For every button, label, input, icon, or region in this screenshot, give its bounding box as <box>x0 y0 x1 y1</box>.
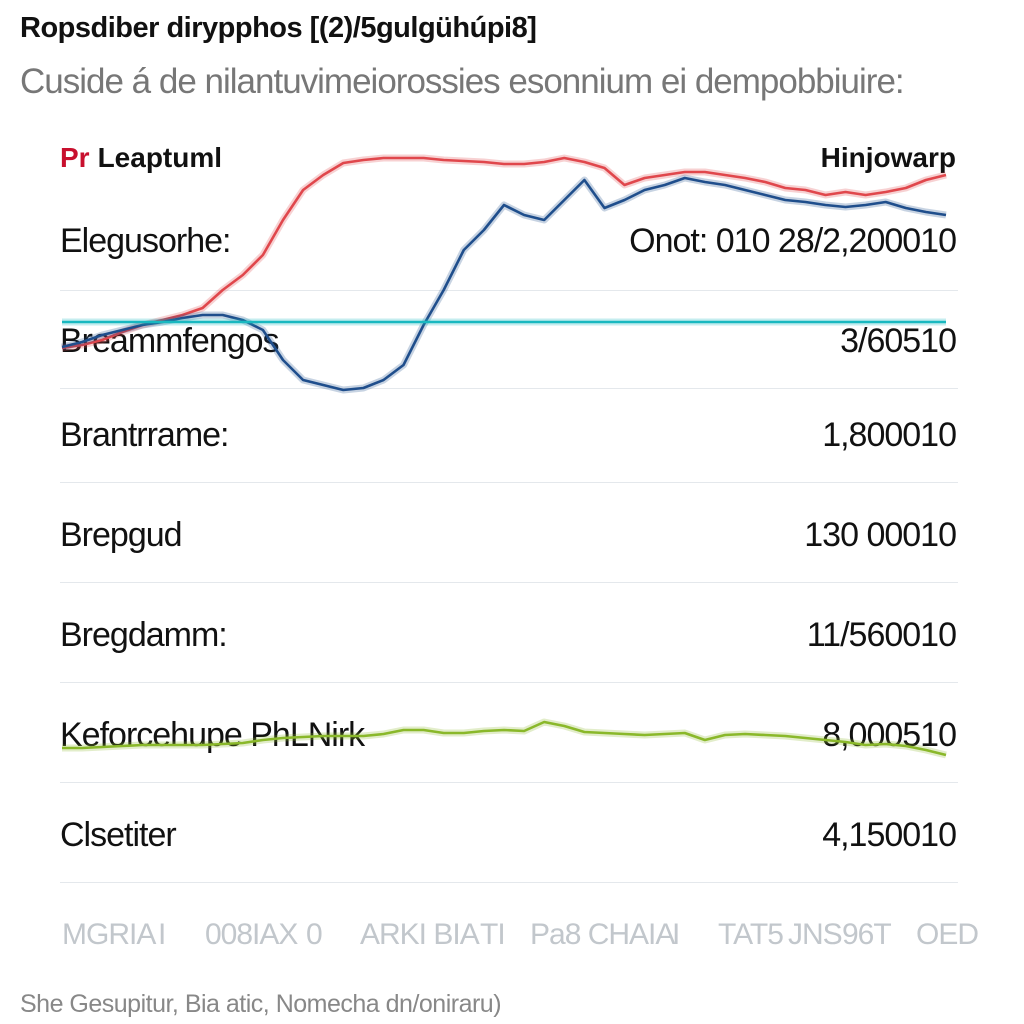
row-value: 3/60510 <box>840 322 957 360</box>
row-label: Keforcehupe PhLNirk <box>60 716 365 754</box>
chart-subtitle: Cuside á de nilantuvimeiorossies esonniu… <box>20 62 905 101</box>
row-label: Brantrrame: <box>60 416 229 454</box>
row-label: Elegusorhe: <box>60 222 231 260</box>
row-value: 1,800010 <box>822 416 957 454</box>
x-tick-label: ARKI BIA <box>360 918 480 951</box>
row-label: Breammfengos <box>60 322 280 360</box>
row-label: Bregdamm: <box>60 616 228 654</box>
row-label: Brepgud <box>60 516 183 554</box>
x-tick-label: TAT5 <box>718 918 784 951</box>
source-note: She Gesupitur, Bia atic, Nomecha dn/onir… <box>20 990 502 1018</box>
legend-left-marker: Pr <box>60 142 90 173</box>
legend-left: Pr Leaptuml <box>60 142 222 174</box>
legend-left-label: Leaptuml <box>97 142 223 173</box>
x-tick-label: 008IAX <box>205 918 298 951</box>
row-value: Onot: 010 28/2,200010 <box>629 222 957 260</box>
x-tick-label: MGRIA <box>62 918 156 951</box>
row-value: 8,000510 <box>822 716 957 754</box>
row-value: 4,150010 <box>822 816 957 854</box>
chart-title: Ropsdiber dirypphos [(2)/5gulgühúpi8] <box>20 12 537 44</box>
row-divider <box>60 482 958 483</box>
x-tick-label: I <box>672 918 680 951</box>
row-divider <box>60 682 958 683</box>
x-tick-label: TI <box>480 918 506 951</box>
row-divider <box>60 882 958 883</box>
x-tick-label: 96T <box>842 918 892 951</box>
row-divider <box>60 290 958 291</box>
x-tick-label: 0 <box>306 918 323 951</box>
x-tick-label: I <box>158 918 166 951</box>
row-value: 11/560010 <box>806 616 957 654</box>
x-tick-label: Pa8 CHAIA <box>530 918 675 951</box>
row-divider <box>60 782 958 783</box>
row-value: 130 00010 <box>804 516 957 554</box>
x-tick-label: OED <box>916 918 979 951</box>
row-divider <box>60 582 958 583</box>
row-divider <box>60 388 958 389</box>
row-label: Clsetiter <box>60 816 177 854</box>
x-tick-label: JNS <box>788 918 843 951</box>
legend-right-label: Hinjowarp <box>820 142 956 173</box>
